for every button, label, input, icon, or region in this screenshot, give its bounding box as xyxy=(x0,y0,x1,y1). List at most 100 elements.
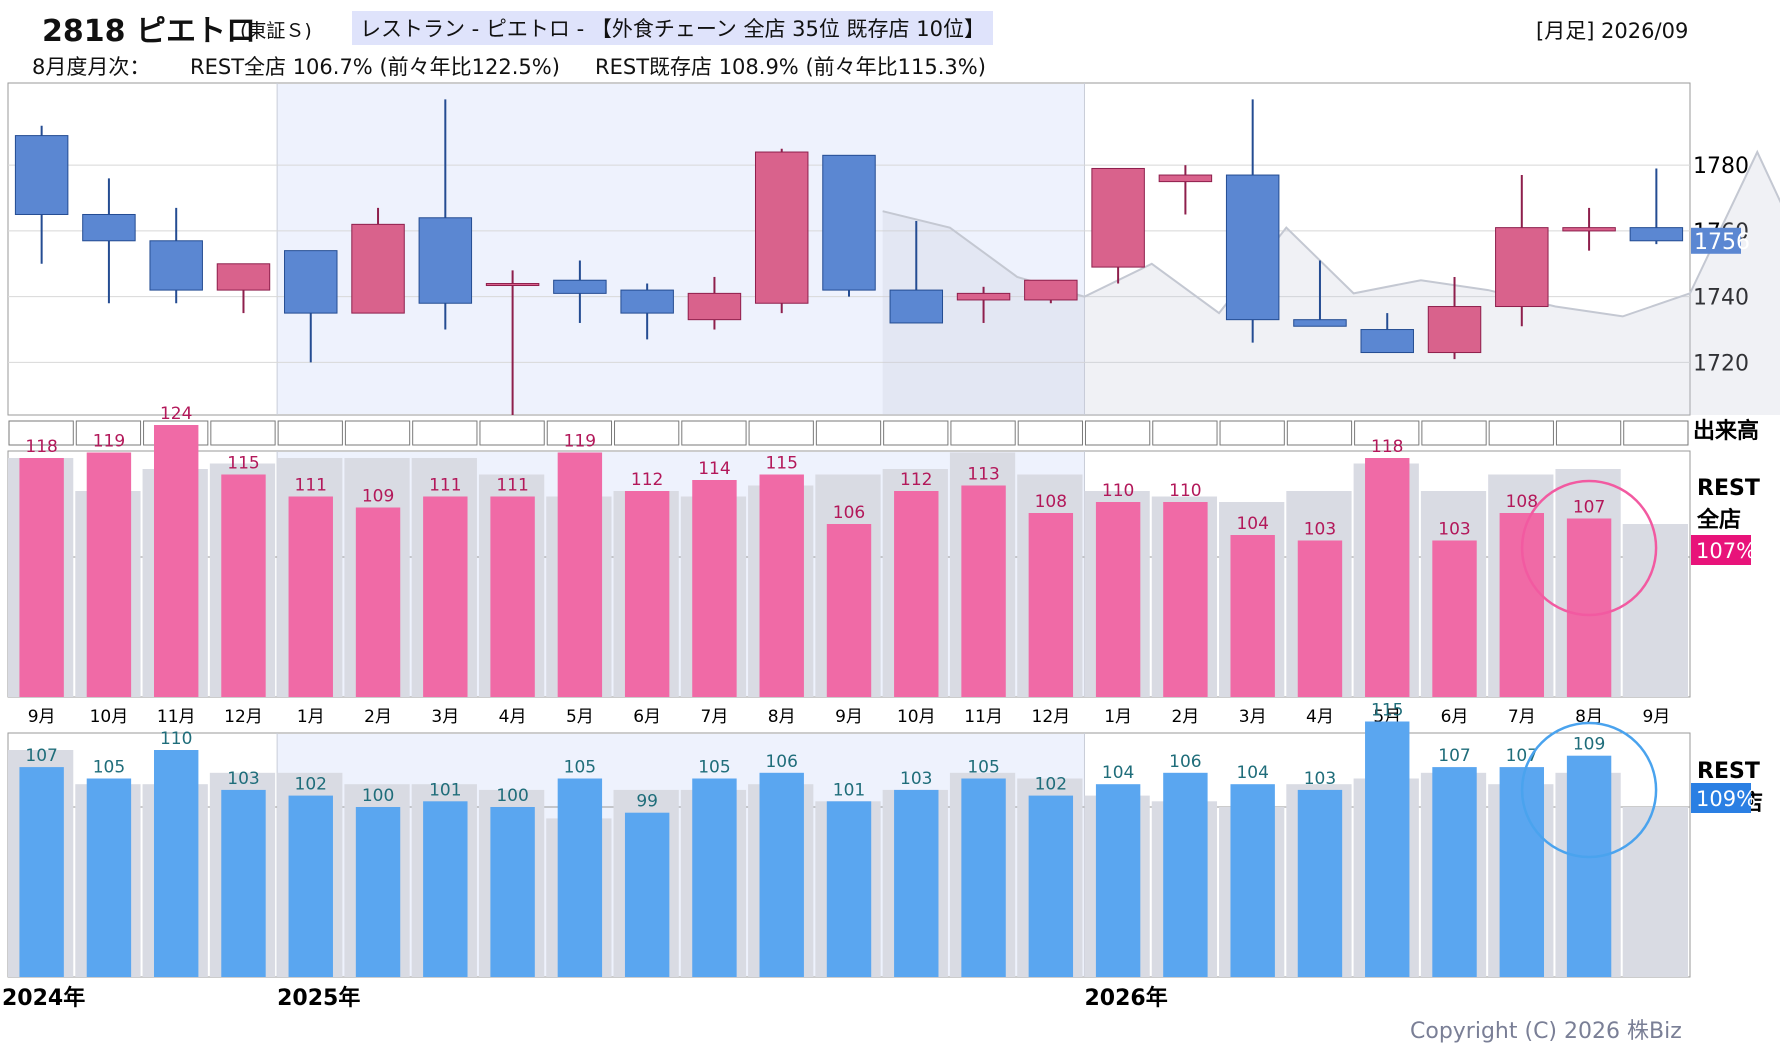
rest-all-current-badge xyxy=(1691,535,1751,565)
rest-existing-value-label: 105 xyxy=(93,758,125,778)
candle-body xyxy=(956,292,1011,301)
monthly-summary-existing: REST既存店 108.9% (前々年比115.3%) xyxy=(595,55,986,79)
volume-label: 出来高 xyxy=(1693,418,1759,444)
month-label: 9月 xyxy=(28,707,56,727)
rest-existing-value-label: 106 xyxy=(1169,752,1201,772)
rest-all-bar xyxy=(1028,513,1074,697)
prior-year-bar xyxy=(1622,807,1688,977)
rest-all-value-label: 108 xyxy=(1035,492,1067,512)
rest-existing-chart: 107 105 110 103 102 100 101 100 105 99 105 106 101 10… xyxy=(2,701,1763,1012)
candle-body xyxy=(1225,174,1280,321)
rest-all-value-label: 108 xyxy=(1506,492,1538,512)
rest-existing-title: REST xyxy=(1697,759,1760,784)
rest-existing-current-label: 109% xyxy=(1696,787,1756,811)
rest-existing-bar xyxy=(692,778,737,977)
rest-existing-value-label: 107 xyxy=(1438,746,1470,766)
rest-existing-bar xyxy=(153,750,199,977)
month-label: 3月 xyxy=(431,707,459,727)
rest-existing-current-badge xyxy=(1691,783,1751,813)
rest-existing-value-label: 101 xyxy=(833,780,865,800)
volume-cell xyxy=(75,420,142,446)
year-label: 2026年 xyxy=(1084,985,1167,1011)
rest-existing-value-label: 105 xyxy=(967,758,999,778)
rest-existing-bar xyxy=(1432,767,1477,977)
rest-all-bar xyxy=(826,524,872,697)
rest-existing-value-label: 101 xyxy=(429,780,461,800)
rest-existing-bar xyxy=(759,772,804,977)
rest-all-value-label: 111 xyxy=(295,476,327,496)
highlight-circle xyxy=(1520,479,1658,617)
month-label: 9月 xyxy=(835,707,863,727)
rest-existing-value-label: 105 xyxy=(564,758,596,778)
candle-body xyxy=(82,213,136,242)
volume-cell xyxy=(1488,420,1554,446)
candle-body xyxy=(687,292,742,321)
rest-all-bar xyxy=(221,474,266,697)
volume-cell xyxy=(883,420,949,446)
month-label: 4月 xyxy=(499,707,527,727)
rest-all-value-label: 119 xyxy=(93,432,125,452)
candle-body xyxy=(1360,329,1414,354)
rest-existing-value-label: 102 xyxy=(295,775,327,795)
rest-existing-bar xyxy=(961,778,1006,977)
month-label: 7月 xyxy=(1508,707,1536,727)
volume-cell xyxy=(1219,420,1285,446)
candle-body xyxy=(754,151,809,304)
rest-all-value-label: 103 xyxy=(1438,520,1470,540)
rest-all-bar xyxy=(1095,502,1141,697)
candle-body xyxy=(889,289,944,324)
volume-cell xyxy=(1286,420,1353,446)
month-label: 4月 xyxy=(1306,707,1334,727)
rest-all-bar xyxy=(288,496,333,697)
rest-existing-bar xyxy=(423,801,468,977)
month-label: 1月 xyxy=(1104,707,1132,727)
rest-all-bar xyxy=(1230,535,1275,697)
month-label: 10月 xyxy=(90,707,129,727)
rest-all-bar xyxy=(961,485,1006,697)
rest-existing-bar xyxy=(894,789,939,977)
rest-all-value-label: 103 xyxy=(1304,520,1336,540)
volume-cell xyxy=(815,420,882,446)
rest-all-value-label: 111 xyxy=(496,476,528,496)
volume-cell xyxy=(546,420,613,446)
volume-cell xyxy=(1421,420,1487,446)
rest-all-value-label: 110 xyxy=(1169,481,1201,501)
month-label: 2月 xyxy=(364,707,392,727)
candle-body xyxy=(485,283,540,287)
candle-body xyxy=(1091,167,1145,268)
candle-body xyxy=(1427,306,1482,354)
candle-body xyxy=(1629,227,1684,242)
rest-all-value-label: 118 xyxy=(25,437,57,457)
month-label: 11月 xyxy=(157,707,196,727)
volume-cell xyxy=(210,420,276,446)
rest-all-bar xyxy=(692,480,737,697)
candle-body xyxy=(553,279,607,294)
rest-existing-bar xyxy=(1566,755,1612,977)
volume-cell xyxy=(1084,420,1151,446)
rest-all-value-label: 104 xyxy=(1236,514,1268,534)
candle-body xyxy=(1495,227,1549,308)
rest-existing-value-label: 99 xyxy=(636,792,658,812)
monthly-summary-all: REST全店 106.7% (前々年比122.5%) xyxy=(190,55,560,79)
stock-title: 2818 ピエトロ xyxy=(42,14,256,49)
rest-existing-bar xyxy=(1095,784,1141,977)
rest-all-title: 全店 xyxy=(1696,507,1741,533)
candle-body xyxy=(149,240,203,291)
month-label: 5月 xyxy=(566,707,594,727)
rest-all-bar xyxy=(1163,502,1208,697)
rest-existing-value-label: 109 xyxy=(1573,735,1605,755)
rest-existing-value-label: 110 xyxy=(160,729,192,749)
exchange-label: (東証Ｓ) xyxy=(240,20,312,42)
volume-cell xyxy=(614,420,680,446)
rest-all-bar xyxy=(19,458,64,697)
rest-all-bar xyxy=(1297,540,1343,697)
volume-cell xyxy=(1017,420,1083,446)
rest-existing-value-label: 102 xyxy=(1035,775,1067,795)
candle-body xyxy=(418,217,473,304)
rest-all-value-label: 111 xyxy=(429,476,461,496)
month-label: 6月 xyxy=(1441,707,1469,727)
rest-all-bar xyxy=(894,491,939,697)
volume-cell xyxy=(277,420,343,446)
current-price-badge xyxy=(1691,227,1741,254)
rest-all-value-label: 106 xyxy=(833,503,865,523)
